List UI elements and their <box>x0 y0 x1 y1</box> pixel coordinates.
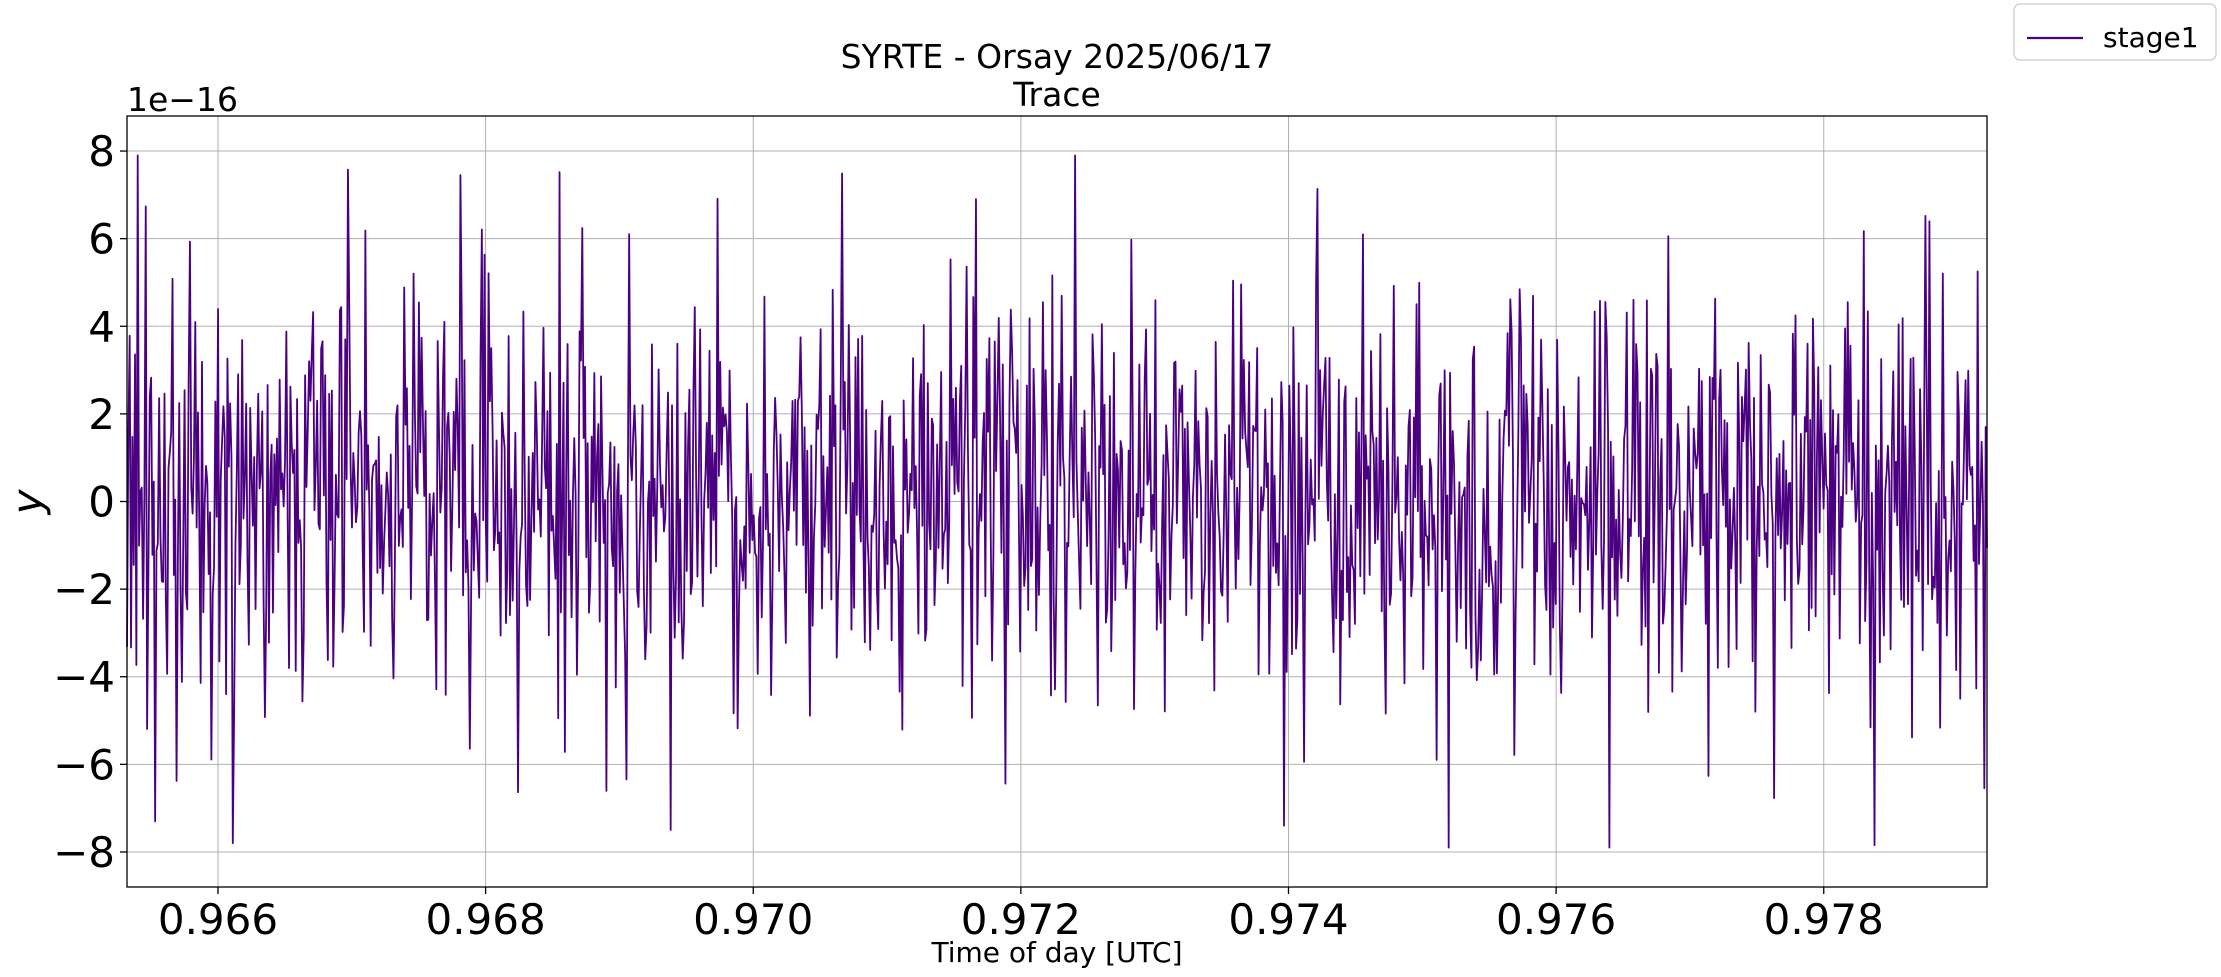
y-offset-text: 1e−16 <box>127 80 238 119</box>
y-tick-label: 8 <box>88 127 115 176</box>
legend-label-stage1: stage1 <box>2103 21 2199 54</box>
legend-box <box>2013 3 2217 61</box>
x-tick-label: 0.968 <box>425 895 545 944</box>
chart-subtitle: Trace <box>1012 75 1101 114</box>
x-axis-ticks: 0.966 0.968 0.970 0.972 0.974 0.976 0.978 <box>158 887 1884 944</box>
y-tick-label: −8 <box>53 828 115 877</box>
y-tick-label: 6 <box>88 215 115 264</box>
x-tick-label: 0.966 <box>158 895 278 944</box>
x-tick-label: 0.976 <box>1496 895 1616 944</box>
x-tick-label: 0.970 <box>693 895 813 944</box>
y-tick-label: 0 <box>88 478 115 527</box>
y-tick-label: −2 <box>53 565 115 614</box>
y-tick-label: 2 <box>88 390 115 439</box>
y-axis-ticks: −8 −6 −4 −2 0 2 4 6 8 <box>53 127 127 877</box>
x-tick-label: 0.978 <box>1764 895 1884 944</box>
series-layer <box>126 154 1988 849</box>
x-tick-label: 0.972 <box>961 895 1081 944</box>
y-axis-label: y <box>3 488 52 516</box>
y-tick-label: 4 <box>88 302 115 351</box>
series-line-stage1 <box>126 154 1988 849</box>
x-tick-label: 0.974 <box>1228 895 1348 944</box>
y-tick-label: −6 <box>53 740 115 789</box>
chart-title: SYRTE - Orsay 2025/06/17 <box>841 37 1274 76</box>
y-tick-label: −4 <box>53 653 115 702</box>
x-axis-label: Time of day [UTC] <box>930 936 1182 969</box>
legend: stage1 <box>2013 3 2217 61</box>
